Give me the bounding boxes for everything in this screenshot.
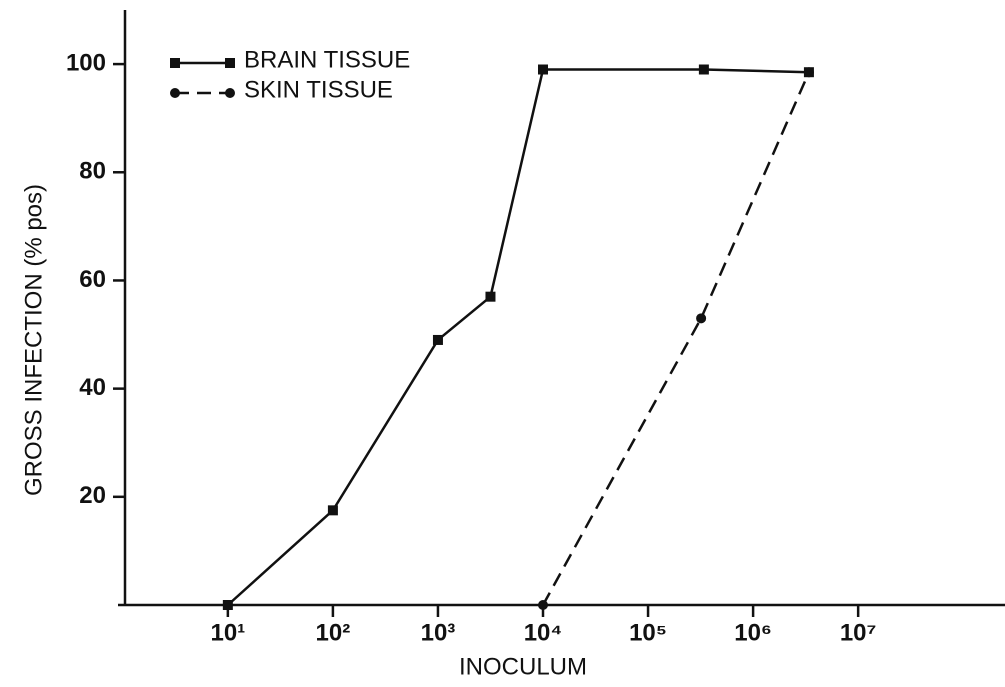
marker: [698, 64, 709, 75]
x-tick-label: 10²: [316, 619, 351, 646]
marker: [538, 600, 549, 610]
marker: [803, 67, 814, 78]
legend-label: BRAIN TISSUE: [244, 46, 410, 73]
y-tick-label: 60: [79, 266, 106, 293]
y-tick-label: 80: [79, 158, 106, 185]
marker: [327, 505, 338, 516]
legend-label: SKIN TISSUE: [244, 76, 393, 103]
x-tick-label: 10⁷: [840, 619, 877, 646]
series-line: [541, 71, 811, 606]
x-tick-label: 10³: [421, 619, 456, 646]
x-tick-label: 10⁴: [524, 619, 563, 646]
x-tick-label: 10⁵: [629, 619, 667, 646]
marker: [222, 600, 233, 610]
x-tick-label: 10⁶: [734, 619, 772, 646]
marker: [485, 291, 496, 302]
marker: [696, 313, 707, 324]
legend-marker: [225, 88, 235, 98]
y-axis-label: GROSS INFECTION (% pos): [20, 184, 47, 496]
x-tick-label: 10¹: [211, 619, 246, 646]
series-line: [227, 68, 809, 606]
marker: [432, 334, 443, 345]
y-tick-label: 40: [79, 374, 106, 401]
marker: [538, 64, 549, 75]
legend-marker: [170, 58, 180, 68]
legend-marker: [225, 58, 235, 68]
y-tick-label: 100: [66, 49, 106, 76]
legend-marker: [170, 88, 180, 98]
y-tick-label: 20: [79, 482, 106, 509]
x-axis-label: INOCULUM: [459, 653, 587, 680]
